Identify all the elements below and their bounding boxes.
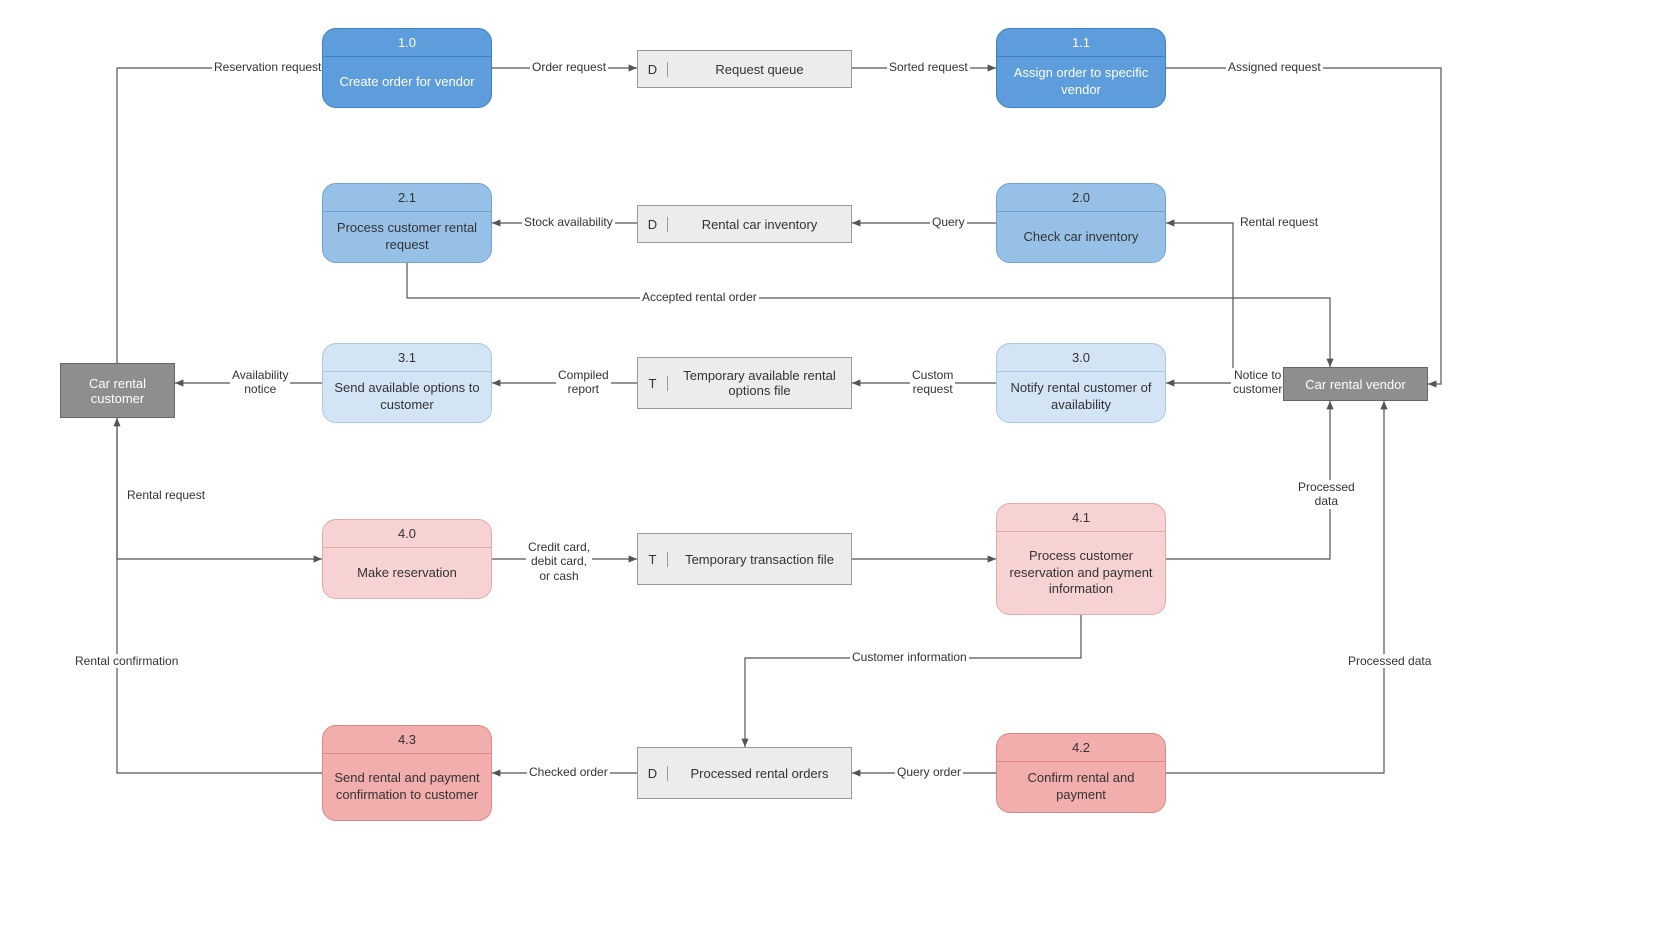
process-number: 2.0 [997, 184, 1165, 212]
node-p43: 4.3Send rental and payment confirmation … [322, 725, 492, 821]
process-label: Assign order to specific vendor [997, 57, 1165, 107]
edge-label: Checked order [527, 765, 610, 779]
node-ds_trans: TTemporary transaction file [637, 533, 852, 585]
edge [117, 418, 322, 773]
edge-label: Reservation request [212, 60, 323, 74]
process-number: 4.1 [997, 504, 1165, 532]
edge-label: Accepted rental order [640, 290, 759, 304]
node-p41: 4.1Process customer reservation and paym… [996, 503, 1166, 615]
edge-label: Rental request [125, 488, 207, 502]
process-label: Process customer reservation and payment… [997, 532, 1165, 614]
node-ds_opts: TTemporary available rental options file [637, 357, 852, 409]
node-p42: 4.2Confirm rental and payment [996, 733, 1166, 813]
node-customer: Car rental customer [60, 363, 175, 418]
edge-label: Customer information [850, 650, 969, 664]
datastore-label: Processed rental orders [668, 762, 851, 785]
process-label: Create order for vendor [329, 57, 484, 107]
node-p21: 2.1Process customer rental request [322, 183, 492, 263]
datastore-label: Temporary transaction file [668, 548, 851, 571]
node-p40: 4.0Make reservation [322, 519, 492, 599]
datastore-tag: D [638, 217, 668, 232]
process-label: Send rental and payment confirmation to … [323, 754, 491, 820]
process-number: 3.1 [323, 344, 491, 372]
edge [1166, 223, 1283, 384]
datastore-label: Temporary available rental options file [668, 364, 851, 402]
node-ds_inv: DRental car inventory [637, 205, 852, 243]
edge-label: Credit card, debit card, or cash [526, 540, 592, 583]
node-ds_orders: DProcessed rental orders [637, 747, 852, 799]
edge-label: Query [930, 215, 967, 229]
datastore-label: Request queue [668, 58, 851, 81]
datastore-label: Rental car inventory [668, 213, 851, 236]
process-number: 1.0 [323, 29, 491, 57]
edge-label: Notice to customer [1231, 368, 1284, 397]
dfd-canvas: Reservation request Order request Sorted r… [0, 0, 1657, 927]
edge-label: Order request [530, 60, 608, 74]
node-ds_queue: DRequest queue [637, 50, 852, 88]
node-p11: 1.1Assign order to specific vendor [996, 28, 1166, 108]
datastore-tag: T [638, 552, 668, 567]
edge-label: Query order [895, 765, 963, 779]
process-number: 4.3 [323, 726, 491, 754]
process-label: Process customer rental request [323, 212, 491, 262]
node-p20: 2.0Check car inventory [996, 183, 1166, 263]
edge-label: Sorted request [887, 60, 970, 74]
edge-label: Rental request [1238, 215, 1320, 229]
datastore-tag: T [638, 376, 668, 391]
edge-label: Custom request [910, 368, 955, 397]
edge-label: Availability notice [230, 368, 290, 397]
process-label: Send available options to customer [323, 372, 491, 422]
datastore-tag: D [638, 766, 668, 781]
node-p30: 3.0Notify rental customer of availabilit… [996, 343, 1166, 423]
edge-label: Rental confirmation [73, 654, 180, 668]
process-number: 2.1 [323, 184, 491, 212]
edge-label: Compiled report [556, 368, 611, 397]
process-number: 1.1 [997, 29, 1165, 57]
node-vendor: Car rental vendor [1283, 367, 1428, 401]
datastore-tag: D [638, 62, 668, 77]
edge-label: Processed data [1346, 654, 1433, 668]
node-p31: 3.1Send available options to customer [322, 343, 492, 423]
edge [1166, 401, 1384, 773]
process-number: 4.0 [323, 520, 491, 548]
edge [745, 615, 1081, 747]
edge-label: Stock availability [522, 215, 615, 229]
edge-label: Assigned request [1226, 60, 1323, 74]
process-number: 4.2 [997, 734, 1165, 762]
process-number: 3.0 [997, 344, 1165, 372]
process-label: Notify rental customer of availability [997, 372, 1165, 422]
edge [407, 263, 1330, 367]
process-label: Make reservation [347, 548, 467, 598]
node-p10: 1.0Create order for vendor [322, 28, 492, 108]
process-label: Confirm rental and payment [997, 762, 1165, 812]
process-label: Check car inventory [1014, 212, 1149, 262]
edge [117, 68, 322, 363]
edge-label: Processed data [1296, 480, 1357, 509]
